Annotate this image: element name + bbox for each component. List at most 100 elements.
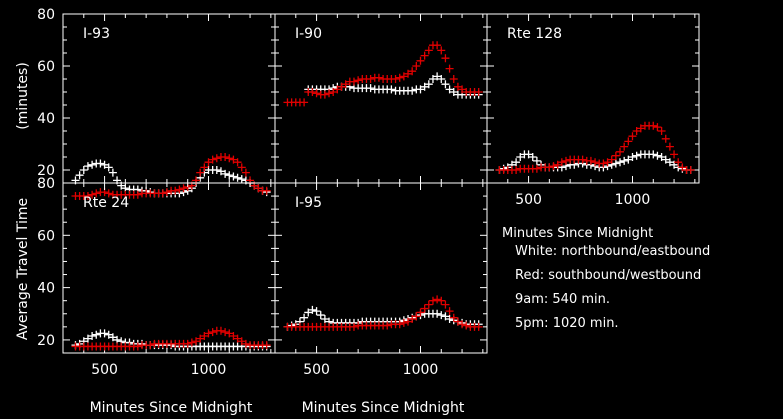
panel-rte-24: Rte 24 xyxy=(62,182,276,354)
data-point xyxy=(237,163,246,172)
data-point xyxy=(661,134,670,143)
data-point xyxy=(404,317,413,326)
data-point xyxy=(665,158,674,167)
x-tick-label: 1000 xyxy=(615,192,651,208)
data-point xyxy=(408,86,417,95)
data-point xyxy=(399,72,408,81)
data-point xyxy=(325,89,334,98)
y-tick-label: 60 xyxy=(37,228,55,244)
data-point xyxy=(395,73,404,82)
panel-i-95: I-95 xyxy=(274,182,488,354)
data-point xyxy=(424,80,433,89)
series-southbound xyxy=(495,121,695,174)
data-point xyxy=(221,169,230,178)
data-point xyxy=(428,296,437,305)
data-point xyxy=(229,172,238,181)
data-point xyxy=(545,163,554,172)
data-point xyxy=(196,168,205,177)
data-point xyxy=(445,307,454,316)
data-point xyxy=(225,329,234,338)
data-point xyxy=(445,64,454,73)
data-point xyxy=(349,77,358,86)
data-point xyxy=(187,338,196,347)
data-point xyxy=(686,166,695,174)
x-tick-label: 500 xyxy=(91,362,118,378)
data-point xyxy=(196,334,205,343)
data-point xyxy=(108,333,117,342)
data-point xyxy=(262,341,271,350)
data-point xyxy=(192,337,201,346)
data-point xyxy=(449,75,458,83)
data-point xyxy=(158,189,167,198)
y-tick-label: 80 xyxy=(37,7,55,23)
data-point xyxy=(624,137,633,146)
data-point xyxy=(458,85,467,94)
data-point xyxy=(445,85,454,94)
data-point xyxy=(474,322,483,331)
data-point xyxy=(653,123,662,132)
data-point xyxy=(200,332,209,340)
data-point xyxy=(329,88,338,96)
data-point xyxy=(557,158,566,167)
data-point xyxy=(416,56,425,65)
data-point xyxy=(337,82,346,91)
data-point xyxy=(661,155,670,164)
ylabel-units: (minutes) xyxy=(15,62,31,130)
y-tick-label: 40 xyxy=(37,111,55,127)
legend-5pm: 5pm: 1020 min. xyxy=(515,316,619,331)
data-point xyxy=(204,158,213,167)
data-point xyxy=(586,156,595,165)
data-point xyxy=(395,320,404,329)
data-point xyxy=(233,334,242,343)
data-point xyxy=(333,85,342,94)
data-point xyxy=(179,184,188,193)
y-tick-label: 80 xyxy=(37,176,55,192)
data-point xyxy=(408,67,417,76)
data-point xyxy=(433,309,442,318)
data-point xyxy=(237,175,246,184)
data-point xyxy=(408,315,417,323)
data-point xyxy=(229,332,238,340)
data-point xyxy=(308,88,317,96)
data-point xyxy=(458,320,467,329)
data-point xyxy=(241,339,250,348)
data-point xyxy=(88,332,97,340)
data-point xyxy=(349,322,358,331)
data-point xyxy=(453,317,462,326)
data-point xyxy=(441,312,450,321)
data-point xyxy=(241,168,250,177)
panel-title: I-95 xyxy=(295,195,322,211)
data-point xyxy=(79,166,88,174)
data-point xyxy=(416,308,425,317)
data-point xyxy=(83,162,92,171)
ylabel-main: Average Travel Time xyxy=(15,198,31,340)
data-point xyxy=(312,307,321,316)
data-point xyxy=(636,124,645,133)
data-point xyxy=(175,185,184,194)
data-point xyxy=(92,189,101,198)
legend-southbound: Red: southbound/westbound xyxy=(515,268,702,283)
xlabel-middle: Minutes Since Midnight xyxy=(302,400,465,416)
data-point xyxy=(225,154,234,163)
data-point xyxy=(437,75,446,83)
data-point xyxy=(441,300,450,309)
data-point xyxy=(616,147,625,156)
data-point xyxy=(233,158,242,167)
data-point xyxy=(674,158,683,167)
data-point xyxy=(416,85,425,94)
data-point xyxy=(316,311,325,320)
data-point xyxy=(233,173,242,182)
data-point xyxy=(433,295,442,304)
data-point xyxy=(433,72,442,81)
legend-9am: 9am: 540 min. xyxy=(515,292,611,307)
y-tick-label: 40 xyxy=(37,281,55,297)
data-point xyxy=(162,188,171,197)
data-point xyxy=(420,82,429,91)
x-tick-label: 500 xyxy=(515,192,542,208)
data-point xyxy=(516,153,525,161)
data-point xyxy=(366,75,375,83)
panel-frame xyxy=(274,182,488,354)
data-point xyxy=(366,84,375,93)
data-point xyxy=(653,151,662,160)
data-point xyxy=(225,171,234,180)
